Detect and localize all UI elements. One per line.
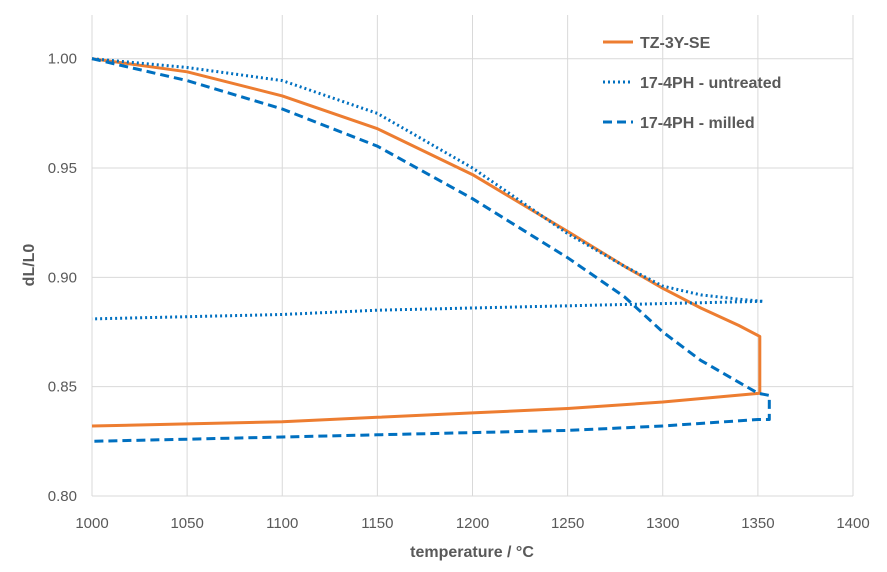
y-tick-label: 0.80 <box>48 488 77 505</box>
legend-label-0: TZ-3Y-SE <box>640 35 711 52</box>
y-tick-label: 0.95 <box>48 160 77 177</box>
series-lines <box>91 57 771 443</box>
x-tick-label: 1100 <box>266 515 298 532</box>
x-tick-label: 1250 <box>551 515 584 532</box>
x-tick-label: 1400 <box>836 515 869 532</box>
y-tick-label: 1.00 <box>48 51 77 68</box>
legend: TZ-3Y-SE 17-4PH - untreated 17-4PH - mille… <box>603 35 781 132</box>
y-axis-title: dL/L0 <box>21 244 38 287</box>
legend-label-1: 17-4PH - untreated <box>640 75 781 92</box>
x-axis-title: temperature / °C <box>410 544 534 561</box>
x-tick-label: 1350 <box>741 515 774 532</box>
y-tick-labels: 0.80 0.85 0.90 0.95 1.00 <box>48 51 77 505</box>
x-tick-label: 1000 <box>75 515 108 532</box>
series-line-0 <box>91 57 762 428</box>
series-line-2 <box>91 57 771 443</box>
x-tick-label: 1150 <box>361 515 393 532</box>
y-tick-label: 0.90 <box>48 269 77 286</box>
y-tick-label: 0.85 <box>48 379 77 396</box>
x-tick-label: 1300 <box>646 515 679 532</box>
x-tick-label: 1050 <box>170 515 203 532</box>
x-tick-labels: 1000 1050 1100 1150 1200 1250 1300 1350 1400 <box>75 515 869 532</box>
x-tick-label: 1200 <box>456 515 489 532</box>
legend-label-2: 17-4PH - milled <box>640 115 755 132</box>
